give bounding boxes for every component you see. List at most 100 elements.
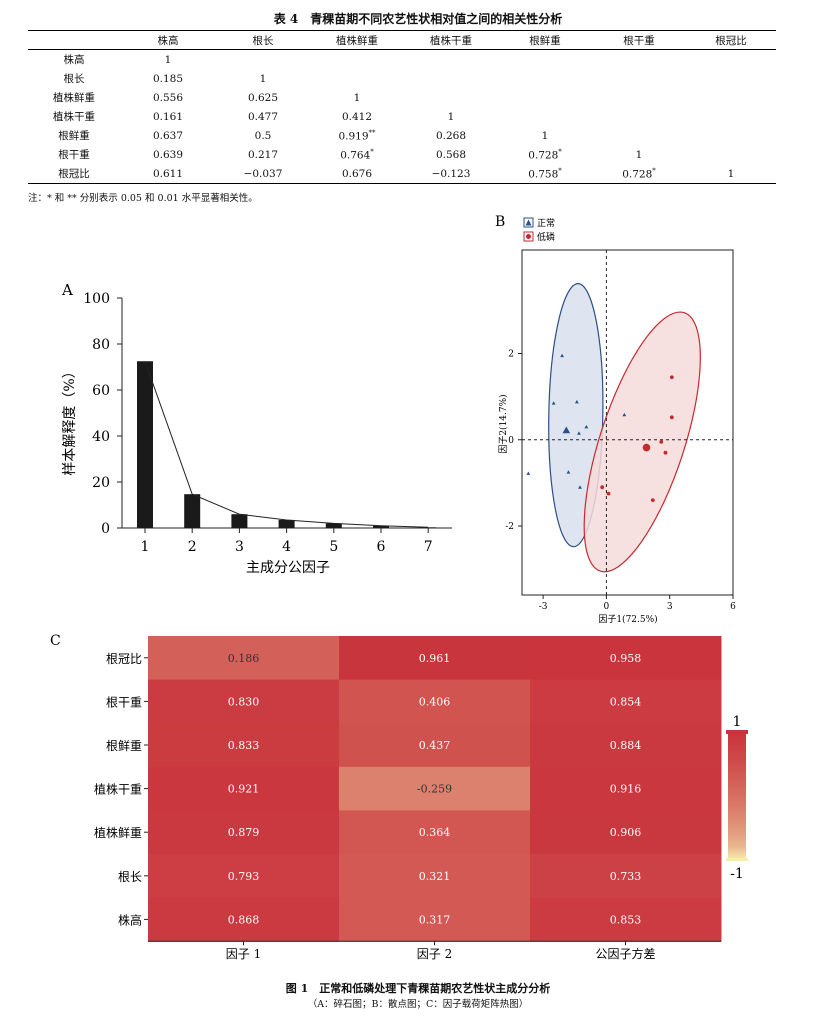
heatmap-cell-label: -0.259 [417,783,452,796]
table-cell [498,50,592,70]
heatmap-cell [530,810,722,855]
cell-value: 0.611 [152,167,184,180]
scree-line [144,361,429,528]
heatmap-cell [339,636,531,681]
cell-value: 0.161 [152,110,184,123]
scree-bar [278,519,295,528]
heatmap-row-label: 株高 [118,912,142,927]
colorbar-label-max: 1 [733,714,742,730]
colorbar-bar [728,732,746,860]
heatmap-cell-label: 0.884 [610,739,642,752]
legend-marker [526,234,531,239]
table-cell [592,50,686,70]
scatter-point [663,450,668,455]
heatmap-cells: 0.186 0.961 0.958 0.830 0.406 0.854 0.833 0.437… [148,636,722,942]
heatmap-cell-label: 0.321 [419,870,451,883]
x-tick-label: -3 [539,602,548,612]
cell-value: 0.217 [247,148,279,161]
table-cell: −0.123 [404,164,498,184]
table-cell: 0.919** [310,126,404,145]
heatmap-row-label: 根鲜重 [106,739,142,753]
cell-value: 1 [541,129,549,142]
scatter-point [622,412,627,417]
heatmap-cell-label: 0.853 [610,913,642,926]
table-cell: 0.556 [120,88,216,107]
heatmap-column-label: 公因子方差 [595,946,655,961]
row-label: 根鲜重 [58,130,90,142]
table-cell: −0.037 [216,164,310,184]
table-cell: 0.625 [216,88,310,107]
cell-value: 0.477 [247,110,279,123]
scatter-point [669,375,674,380]
heatmap-cell-label: 0.879 [228,826,260,839]
significance-mark: * [652,166,656,175]
table-cell [686,88,776,107]
column-header [28,30,120,50]
table-cell: 0.268 [404,126,498,145]
cell-value: 1 [259,72,267,85]
table-cell [686,126,776,145]
heatmap-cell [148,854,340,899]
panel-label-b: B [495,214,505,230]
column-header: 植株干重 [404,30,498,50]
panel-label-a: A [61,281,73,299]
heatmap-cell [148,810,340,855]
column-header: 根冠比 [686,30,776,50]
scree-ylabel: 样本解释度（%） [62,364,78,475]
heatmap-cell [148,766,340,811]
cell-value: 1 [353,91,361,104]
cell-value: 0.185 [152,72,184,85]
heatmap-cell-label: 0.868 [228,913,260,926]
scatter-point [659,440,664,444]
scatter-point [566,470,571,474]
heatmap-cell-label: 0.830 [228,695,260,708]
table-body: 株高 1 根长 0.185 1 植株鲜重 0.556 0.625 1 植株干重 0.161 0.477… [28,50,776,184]
heatmap-cell-label: 0.833 [228,739,260,752]
heatmap-cell [530,723,722,768]
cell-value: 0.639 [152,148,184,161]
table-cell [404,88,498,107]
table-note: 注：* 和 ** 分别表示 0.05 和 0.01 水平显著相关性。 [28,193,258,204]
table-cell [686,107,776,126]
cell-value: −0.037 [243,167,283,180]
row-label: 株高 [63,54,85,66]
cell-value: 0.728 [622,168,653,181]
heatmap-row-label: 根冠比 [106,652,142,666]
table-row: 植株干重 0.161 0.477 0.412 1 [28,107,776,126]
table-cell: 1 [216,69,310,88]
heatmap-cell-label: 0.793 [228,870,260,883]
scree-bar [420,527,437,528]
scatter-plot-area: -3 0 3 6 -2 0 2 [505,249,736,612]
table-cell: 1 [686,164,776,184]
heatmap-cell-label: 0.906 [610,826,642,839]
table-row: 根冠比 0.611 −0.037 0.676 −0.123 0.758* 0.728* 1 [28,164,776,184]
table-cell [404,69,498,88]
scree-bar [184,494,201,528]
colorbar-cap-bottom [726,858,748,861]
panel-label-c: C [50,633,61,649]
scree-bar [137,361,153,528]
table-cell [592,126,686,145]
table-cell: 0.611 [120,164,216,184]
heatmap-cell [530,766,722,811]
table-cell: 1 [498,126,592,145]
scree-bars [137,361,437,528]
cell-value: 1 [635,148,643,161]
scree-axes: 0 20 40 60 80 100 1 2 3 4 5 6 7 [83,291,452,555]
figure-caption: 图 1 正常和低磷处理下青稞苗期农艺性状主成分分析 [285,982,551,995]
heatmap-row-label: 根干重 [106,695,142,709]
scree-bar [231,514,248,528]
table-cell [310,69,404,88]
heatmap-cell-label: 0.364 [419,826,451,839]
scree-xlabel: 主成分公因子 [246,560,330,576]
heatmap-cell-label: 0.921 [228,783,260,796]
heatmap-cell [530,636,722,681]
y-tick-label: -2 [505,522,514,532]
correlation-table: 株高 根长 植株鲜重 植株干重 根鲜重 根干重 根冠比 株高 1 根长 0.185 1 植株鲜重 0.5… [28,30,776,184]
colorbar-cap-top [726,730,748,734]
x-tick-label: 6 [377,539,386,555]
loading-heatmap: C 0.186 0.961 0.958 0.830 0.406 0.854 0.833 0.4… [50,633,748,961]
row-label: 根干重 [58,149,90,161]
table-row: 根鲜重 0.637 0.5 0.919** 0.268 1 [28,126,776,145]
